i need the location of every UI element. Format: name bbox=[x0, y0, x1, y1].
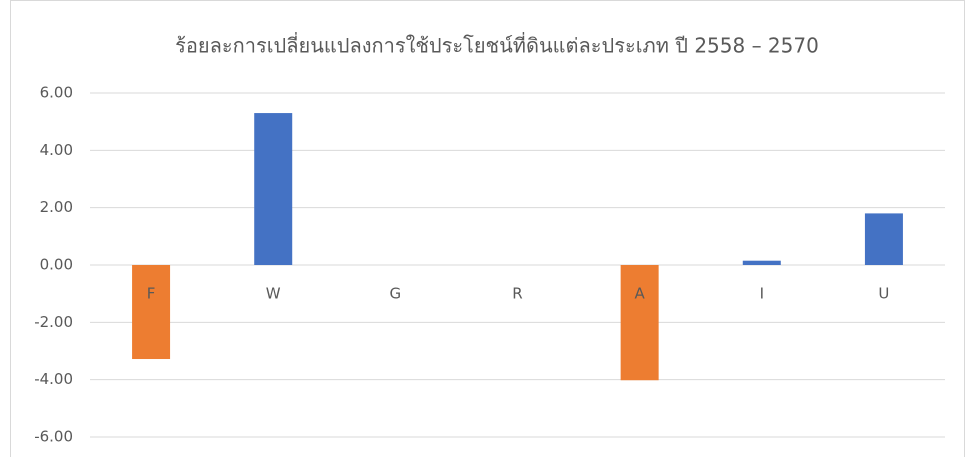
x-tick-label: F bbox=[147, 285, 156, 303]
y-tick-label: 2.00 bbox=[40, 198, 73, 216]
bar bbox=[742, 260, 781, 265]
bar bbox=[254, 113, 293, 265]
x-tick-label: R bbox=[512, 285, 522, 303]
x-tick-label: U bbox=[878, 285, 889, 303]
y-tick-label: -2.00 bbox=[34, 313, 73, 331]
y-tick-label: -6.00 bbox=[34, 428, 73, 446]
chart-title: ร้อยละการเปลี่ยนแปลงการใช้ประโยชน์ที่ดิน… bbox=[175, 32, 819, 58]
bar bbox=[620, 265, 659, 381]
x-tick-label: A bbox=[635, 285, 646, 303]
x-tick-label: W bbox=[266, 285, 281, 303]
x-tick-label: I bbox=[760, 285, 764, 303]
y-tick-label: 6.00 bbox=[40, 84, 73, 102]
y-tick-label: 0.00 bbox=[40, 256, 73, 274]
y-tick-label: -4.00 bbox=[34, 370, 73, 388]
bar bbox=[864, 213, 903, 265]
x-tick-label: G bbox=[390, 285, 402, 303]
bar bbox=[132, 265, 171, 360]
y-tick-label: 4.00 bbox=[40, 141, 73, 159]
chart-frame bbox=[10, 0, 965, 457]
